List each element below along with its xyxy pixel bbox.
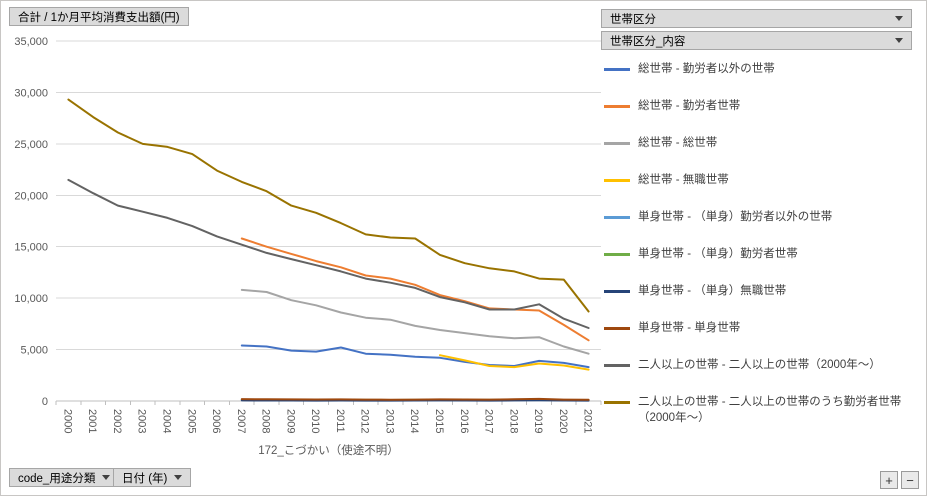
legend-line-sample [604,290,630,293]
legend-line-sample [604,216,630,219]
x-axis-labels: 2000 2001 2002 2003 2004 2005 2006 2007 2008 2009… [61,409,593,433]
svg-text:30,000: 30,000 [14,87,48,99]
svg-text:2013: 2013 [383,409,395,433]
legend-line-sample [604,401,630,404]
svg-text:2010: 2010 [309,409,321,433]
series-line-3[interactable] [240,288,590,355]
legend-line-sample [604,327,630,330]
legend-label: 総世帯 - 勤労者以外の世帯 [638,63,775,75]
svg-text:2001: 2001 [86,409,98,433]
legend-item[interactable]: 総世帯 - 勤労者以外の世帯 [604,61,920,77]
legend-label: 総世帯 - 無職世帯 [638,174,729,186]
svg-text:0: 0 [42,396,48,408]
legend-label: 二人以上の世帯 - 二人以上の世帯（2000年～） [638,359,881,371]
svg-text:2005: 2005 [185,409,197,433]
svg-text:2018: 2018 [507,409,519,433]
svg-text:2020: 2020 [557,409,569,433]
legend-field-label-2: 世帯区分_内容 [610,35,686,48]
legend-field-button-household-detail[interactable]: 世帯区分_内容 [601,31,912,50]
svg-text:5,000: 5,000 [20,345,48,357]
legend-item[interactable]: 総世帯 - 勤労者世帯 [604,98,920,114]
series-line-1[interactable] [240,344,590,369]
legend-line-sample [604,253,630,256]
legend-item[interactable]: 二人以上の世帯 - 二人以上の世帯（2000年～） [604,357,920,373]
expand-field-button[interactable]: + [880,471,898,489]
svg-text:2016: 2016 [458,409,470,433]
svg-text:2011: 2011 [334,409,346,433]
x-axis-ticks [55,401,602,405]
svg-text:2017: 2017 [483,409,495,433]
legend-line-sample [604,105,630,108]
legend-label: 単身世帯 - （単身）勤労者世帯 [638,248,798,260]
series-line-9[interactable] [67,178,590,329]
legend-label: 総世帯 - 勤労者世帯 [638,100,741,112]
svg-text:2004: 2004 [160,409,172,433]
legend-label: 二人以上の世帯 - 二人以上の世帯のうち勤労者世帯（2000年～） [638,396,902,424]
legend-item[interactable]: 総世帯 - 総世帯 [604,135,920,151]
svg-text:2014: 2014 [408,409,420,433]
legend-label: 単身世帯 - 単身世帯 [638,322,741,334]
legend: 総世帯 - 勤労者以外の世帯 総世帯 - 勤労者世帯 総世帯 - 総世帯 総世帯 - … [604,61,920,426]
legend-line-sample [604,142,630,145]
gridlines [56,40,601,402]
legend-item[interactable]: 二人以上の世帯 - 二人以上の世帯のうち勤労者世帯（2000年～） [604,394,920,426]
legend-label: 単身世帯 - （単身）勤労者以外の世帯 [638,211,833,223]
category-field-label: code_用途分類 [18,472,96,485]
legend-line-sample [604,68,630,71]
date-field-button[interactable]: 日付 (年) [113,468,192,487]
legend-field-button-household-class[interactable]: 世帯区分 [601,9,912,28]
legend-field-label-1: 世帯区分 [610,13,656,26]
legend-label: 総世帯 - 総世帯 [638,137,718,149]
legend-item[interactable]: 単身世帯 - （単身）無職世帯 [604,283,920,299]
category-axis-title: 172_こづかい（使途不明） [258,445,399,457]
svg-text:25,000: 25,000 [14,139,48,151]
svg-text:2000: 2000 [61,409,73,433]
legend-item[interactable]: 総世帯 - 無職世帯 [604,172,920,188]
legend-item[interactable]: 単身世帯 - （単身）勤労者世帯 [604,246,920,262]
legend-line-sample [604,179,630,182]
svg-text:10,000: 10,000 [14,293,48,305]
legend-item[interactable]: 単身世帯 - （単身）勤労者以外の世帯 [604,209,920,225]
values-field-button[interactable]: 合計 / 1か月平均消費支出額(円) [9,7,189,26]
y-axis-labels: 0 5,000 10,000 15,000 20,000 25,000 30,000 35,0… [14,36,48,408]
date-field-label: 日付 (年) [122,472,168,485]
svg-text:2007: 2007 [235,409,247,433]
values-field-label: 合計 / 1か月平均消費支出額(円) [18,11,180,24]
svg-text:2003: 2003 [136,409,148,433]
expand-collapse-controls: + − [880,471,919,489]
svg-text:2021: 2021 [582,409,594,433]
legend-line-sample [604,364,630,367]
svg-text:35,000: 35,000 [14,36,48,48]
dropdown-arrow-icon [895,16,903,21]
svg-text:2002: 2002 [111,409,123,433]
svg-text:2012: 2012 [359,409,371,433]
svg-text:2009: 2009 [284,409,296,433]
legend-item[interactable]: 単身世帯 - 単身世帯 [604,320,920,336]
series-line-10[interactable] [67,98,590,313]
dropdown-arrow-icon [895,38,903,43]
series-line-2[interactable] [240,237,590,342]
svg-text:20,000: 20,000 [14,190,48,202]
svg-text:15,000: 15,000 [14,242,48,254]
svg-text:2015: 2015 [433,409,445,433]
svg-text:2008: 2008 [260,409,272,433]
dropdown-arrow-icon [102,475,111,480]
svg-text:2006: 2006 [210,409,222,433]
collapse-field-button[interactable]: − [901,471,919,489]
legend-label: 単身世帯 - （単身）無職世帯 [638,285,787,297]
category-field-button[interactable]: code_用途分類 [9,468,120,487]
svg-text:2019: 2019 [532,409,544,433]
series-line-4[interactable] [439,354,590,371]
dropdown-arrow-icon [174,475,183,480]
series-line-8[interactable] [240,397,590,401]
